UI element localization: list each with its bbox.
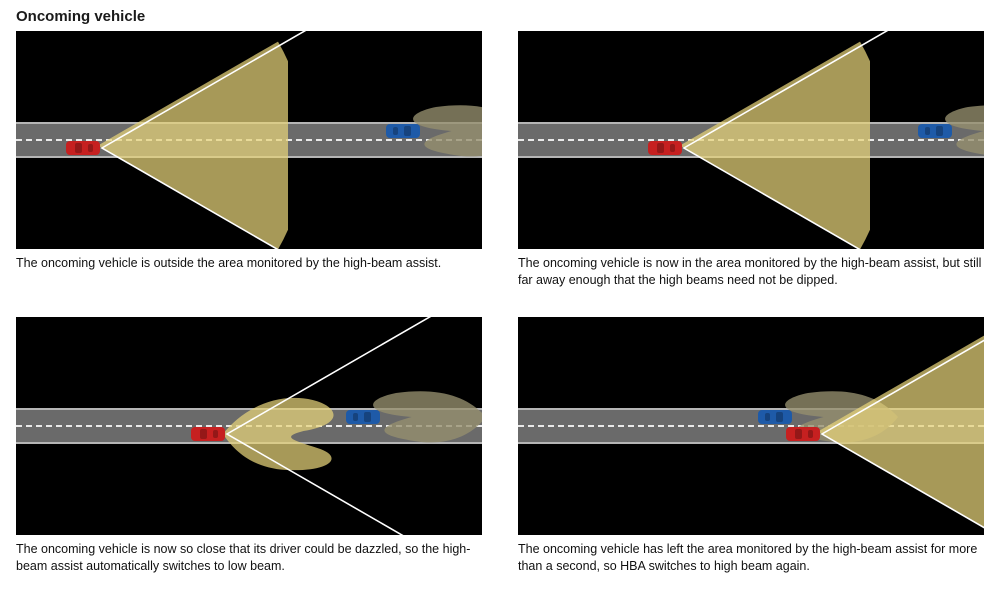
page-title: Oncoming vehicle [16, 8, 984, 25]
scene [518, 317, 984, 535]
ego-car [191, 427, 225, 441]
scene [518, 31, 984, 249]
panel-caption: The oncoming vehicle is outside the area… [16, 255, 482, 272]
panel-caption: The oncoming vehicle is now so close tha… [16, 541, 482, 575]
panel: The oncoming vehicle is now in the area … [518, 31, 984, 289]
ego-car [648, 141, 682, 155]
oncoming-car [346, 410, 380, 424]
scene [16, 317, 482, 535]
oncoming-car [758, 410, 792, 424]
oncoming-car [918, 124, 952, 138]
sensor-cone [98, 31, 482, 249]
ego-car [66, 141, 100, 155]
panel-caption: The oncoming vehicle has left the area m… [518, 541, 984, 575]
panel-grid: The oncoming vehicle is outside the area… [16, 31, 984, 575]
sensor-cone [223, 317, 482, 535]
ego-car [786, 427, 820, 441]
panel: The oncoming vehicle has left the area m… [518, 317, 984, 575]
scene [16, 31, 482, 249]
panel: The oncoming vehicle is outside the area… [16, 31, 482, 289]
sensor-cone [680, 31, 984, 249]
oncoming-car [386, 124, 420, 138]
panel: The oncoming vehicle is now so close tha… [16, 317, 482, 575]
panel-caption: The oncoming vehicle is now in the area … [518, 255, 984, 289]
sensor-cone [818, 317, 984, 535]
